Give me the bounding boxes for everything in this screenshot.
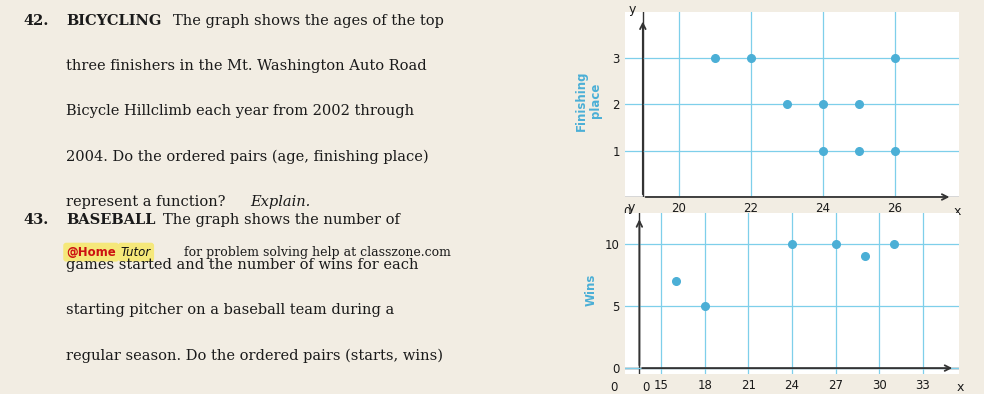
Text: 42.: 42. bbox=[23, 14, 48, 28]
Text: Bicycle Hillclimb each year from 2002 through: Bicycle Hillclimb each year from 2002 th… bbox=[66, 104, 414, 119]
Text: Finishing
place: Finishing place bbox=[575, 70, 602, 131]
Text: regular season. Do the ordered pairs (starts, wins): regular season. Do the ordered pairs (st… bbox=[66, 349, 443, 363]
Text: BICYCLING: BICYCLING bbox=[66, 14, 161, 28]
Text: x: x bbox=[956, 381, 964, 394]
Text: three finishers in the Mt. Washington Auto Road: three finishers in the Mt. Washington Au… bbox=[66, 59, 427, 73]
Text: 43.: 43. bbox=[23, 213, 48, 227]
Text: @Home: @Home bbox=[66, 246, 116, 258]
Text: 2004. Do the ordered pairs (age, finishing place): 2004. Do the ordered pairs (age, finishi… bbox=[66, 150, 429, 164]
Text: y: y bbox=[628, 201, 635, 214]
Text: BASEBALL: BASEBALL bbox=[66, 213, 155, 227]
X-axis label: Age (years): Age (years) bbox=[751, 217, 833, 230]
Text: Wins: Wins bbox=[584, 273, 598, 306]
Text: games started and the number of wins for each: games started and the number of wins for… bbox=[66, 258, 419, 272]
Text: starting pitcher on a baseball team during a: starting pitcher on a baseball team duri… bbox=[66, 303, 395, 318]
Text: Tutor: Tutor bbox=[121, 246, 152, 258]
Text: y: y bbox=[628, 4, 636, 17]
Text: Explain.: Explain. bbox=[250, 195, 311, 209]
Text: for problem solving help at classzone.com: for problem solving help at classzone.co… bbox=[184, 246, 451, 258]
Text: The graph shows the number of: The graph shows the number of bbox=[163, 213, 400, 227]
Text: 0: 0 bbox=[643, 381, 649, 394]
Text: The graph shows the ages of the top: The graph shows the ages of the top bbox=[173, 14, 444, 28]
Text: 0: 0 bbox=[623, 206, 630, 219]
Text: represent a function?: represent a function? bbox=[66, 195, 230, 209]
Text: x: x bbox=[954, 205, 961, 218]
Text: 0: 0 bbox=[610, 381, 618, 394]
